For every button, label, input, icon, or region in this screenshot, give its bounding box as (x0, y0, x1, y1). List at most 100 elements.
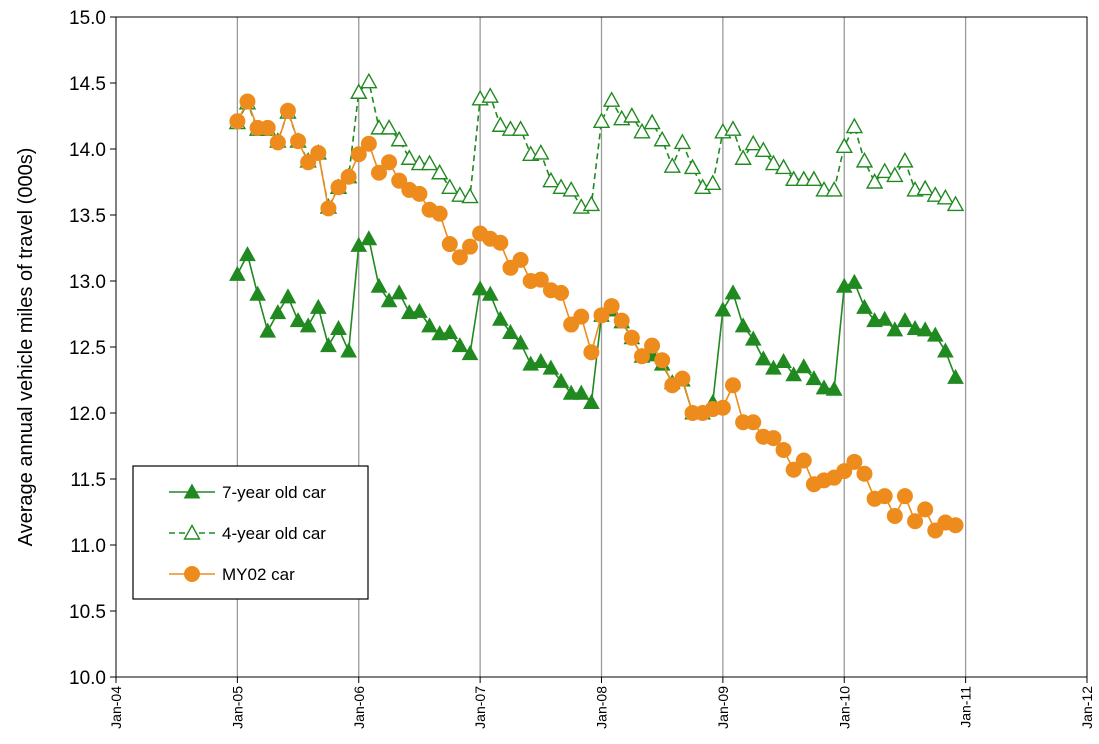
data-point (815, 379, 833, 395)
legend-item: 7-year old car (169, 483, 326, 502)
y-tick-label: 15.0 (69, 8, 106, 29)
data-point (310, 144, 327, 161)
data-point (654, 352, 671, 369)
data-point (795, 358, 813, 374)
data-point (886, 507, 903, 524)
series-filled-circle (229, 93, 964, 539)
data-point (411, 185, 428, 202)
data-point (451, 186, 469, 202)
legend-label: 4-year old car (222, 524, 326, 543)
data-point (765, 430, 782, 447)
data-point (876, 488, 893, 505)
data-point (360, 72, 378, 89)
data-point (259, 119, 276, 136)
series-line (236, 80, 956, 210)
data-point (572, 384, 590, 400)
data-point (492, 310, 509, 326)
x-tick-label: Jan-07 (472, 686, 488, 729)
data-point (724, 377, 741, 394)
y-tick-label: 10.5 (69, 602, 106, 623)
data-point (370, 164, 387, 181)
data-point (360, 135, 377, 152)
data-point (845, 117, 864, 134)
legend-item: 4-year old car (169, 524, 326, 543)
data-point (674, 370, 691, 387)
data-point (947, 517, 964, 534)
y-axis-label: Average annual vehicle miles of travel (… (15, 148, 37, 547)
data-point (583, 344, 600, 361)
data-point (906, 319, 924, 336)
data-point (471, 280, 489, 296)
x-tick-label: Jan-04 (108, 686, 124, 729)
data-point (491, 116, 510, 132)
data-point (481, 285, 499, 301)
data-point (633, 122, 651, 139)
data-point (390, 130, 408, 147)
data-point (481, 87, 499, 103)
legend-swatch-marker (183, 524, 201, 540)
data-point (249, 285, 266, 301)
data-point (390, 284, 408, 300)
data-point (876, 162, 894, 179)
data-point (553, 284, 570, 301)
data-point (856, 298, 873, 314)
data-point (744, 330, 762, 346)
data-point (865, 173, 884, 189)
data-point (754, 141, 773, 158)
x-tick-label: Jan-09 (715, 686, 731, 729)
data-point (420, 154, 439, 171)
legend-swatch-marker (184, 566, 200, 582)
data-point (289, 312, 307, 328)
data-point (269, 134, 286, 151)
data-point (704, 174, 722, 191)
y-tick-label: 14.5 (69, 74, 106, 95)
data-point (896, 312, 914, 328)
data-point (825, 180, 843, 197)
data-point (886, 166, 904, 183)
data-point (229, 265, 246, 281)
y-tick-label: 13.0 (69, 272, 106, 293)
data-point (846, 453, 863, 470)
data-point (583, 393, 600, 409)
data-point (532, 352, 550, 369)
data-point (714, 301, 732, 317)
data-point (330, 319, 347, 336)
y-tick-label: 11.5 (70, 470, 106, 491)
data-point (239, 93, 256, 110)
data-point (320, 337, 337, 353)
data-point (855, 151, 874, 168)
data-point (886, 321, 904, 337)
data-point (775, 352, 792, 369)
data-point (673, 133, 692, 150)
plot-area-frame (115, 16, 1088, 678)
x-axis-ticks: Jan-04 Jan-05 Jan-06 Jan-07 Jan-08 Jan-09 Jan-… (108, 677, 1095, 729)
data-point (532, 271, 549, 288)
data-point (785, 461, 802, 478)
data-point (330, 179, 347, 196)
y-tick-label: 12.5 (69, 338, 106, 359)
data-point (846, 273, 863, 289)
data-point (380, 118, 398, 135)
legend-item: MY02 car (169, 565, 295, 584)
x-tick-label: Jan-05 (229, 686, 245, 729)
data-point (430, 163, 449, 180)
data-point (542, 171, 560, 188)
data-point (774, 158, 793, 175)
data-point (350, 146, 367, 163)
data-point (937, 342, 954, 358)
data-point (836, 463, 853, 480)
data-point (562, 180, 580, 197)
data-point (917, 501, 934, 518)
data-point (461, 187, 479, 204)
legend: 7-year old car 4-year old car MY02 car (132, 465, 369, 600)
data-point (623, 107, 641, 123)
data-point (835, 137, 853, 154)
y-tick-label: 11.0 (70, 536, 106, 557)
series-layer (228, 72, 965, 539)
data-point (269, 304, 287, 320)
legend-swatch-marker (183, 483, 201, 499)
data-point (896, 488, 913, 505)
data-point (653, 130, 671, 147)
data-point (421, 317, 438, 333)
data-point (350, 83, 368, 99)
